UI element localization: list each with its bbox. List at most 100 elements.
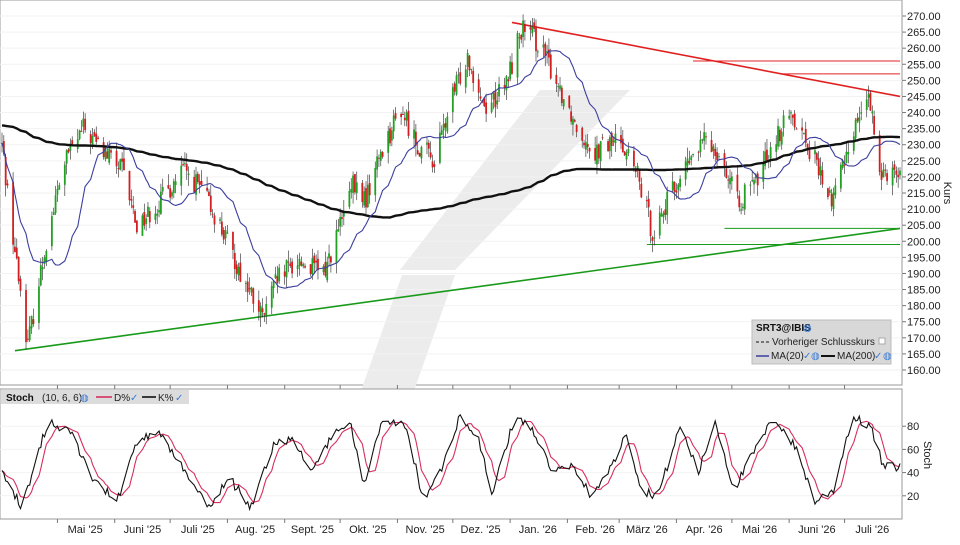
candle-body: [692, 153, 694, 155]
candle-body: [148, 211, 151, 223]
legend-ma200-check-icon[interactable]: ✓: [874, 351, 882, 362]
candle-body: [572, 118, 574, 125]
candle-body: [791, 114, 794, 118]
candle-body: [265, 303, 268, 316]
candle-body: [679, 178, 682, 187]
candle-body: [546, 51, 548, 53]
candle-body: [167, 185, 170, 189]
candle-body: [26, 338, 29, 340]
candle-body: [6, 183, 9, 186]
candle-body: [342, 210, 345, 217]
candle-body: [84, 118, 87, 131]
candle-body: [675, 190, 678, 193]
candle-body: [232, 231, 234, 250]
price-tick-label: 255.00: [907, 59, 941, 71]
stoch-tick-label: 40: [907, 468, 919, 480]
candle-body: [187, 173, 190, 175]
legend-ma200-settings-icon[interactable]: ◍: [883, 351, 892, 362]
candle-body: [623, 151, 626, 156]
candle-body: [573, 120, 576, 122]
candle-body: [311, 258, 314, 275]
candle-body: [453, 83, 456, 92]
candle-body: [407, 110, 410, 136]
candle-body: [529, 27, 532, 30]
candle-body: [607, 141, 609, 152]
legend-ma20-settings-icon[interactable]: ◍: [811, 351, 820, 362]
candle-body: [873, 116, 876, 135]
candle-body: [93, 132, 96, 137]
candle-body: [778, 129, 781, 142]
candle-body: [365, 188, 367, 208]
candle-body: [32, 319, 35, 325]
candle-body: [252, 288, 255, 304]
price-tick-label: 205.00: [907, 220, 941, 232]
candle-body: [509, 61, 512, 80]
candle-body: [110, 150, 112, 153]
candle-body: [287, 261, 290, 263]
price-tick-label: 235.00: [907, 124, 941, 136]
candle-body: [729, 177, 731, 185]
candle-body: [71, 140, 74, 145]
stoch-k-label: K%: [158, 393, 174, 404]
candle-body: [557, 86, 560, 88]
candle-body: [597, 144, 600, 159]
candle-body: [596, 144, 598, 165]
candle-body: [172, 181, 175, 193]
price-tick-label: 190.00: [907, 268, 941, 280]
candle-body: [703, 132, 706, 141]
candle-body: [621, 138, 624, 153]
candle-body: [39, 265, 42, 286]
candle-body: [620, 135, 622, 144]
candle-body: [414, 131, 417, 146]
candle-body: [117, 168, 120, 170]
candle-body: [701, 139, 704, 141]
candle-body: [381, 152, 384, 157]
candle-body: [498, 84, 500, 97]
candle-body: [740, 209, 742, 211]
candle-body: [555, 74, 558, 84]
candle-body: [433, 164, 436, 167]
candle-body: [209, 195, 212, 212]
candle-body: [41, 267, 44, 270]
candle-body: [562, 99, 565, 107]
legend-symbol-icon[interactable]: ◍: [803, 323, 812, 334]
candle-body: [804, 128, 807, 143]
legend-prevclose-checkbox[interactable]: [878, 337, 886, 345]
stoch-k-check-icon[interactable]: ✓: [175, 393, 183, 404]
candle-body: [108, 148, 111, 163]
stoch-settings-icon[interactable]: ◍: [80, 393, 89, 404]
price-tick-label: 240.00: [907, 108, 941, 120]
candle-body: [882, 169, 885, 178]
candle-body: [828, 190, 831, 194]
candle-body: [718, 156, 720, 158]
candle-body: [30, 315, 33, 329]
legend-ma20-check-icon[interactable]: ✓: [803, 351, 811, 362]
candle-body: [213, 215, 216, 225]
candle-body: [727, 179, 730, 181]
candle-body: [65, 150, 68, 164]
candle-body: [485, 102, 488, 114]
candle-body: [366, 184, 369, 208]
candle-body: [378, 157, 380, 159]
x-tick-label: Juli '26: [855, 524, 889, 536]
candle-body: [123, 158, 125, 171]
trendline-support: [14, 227, 901, 352]
candle-body: [511, 62, 513, 74]
candle-body: [147, 206, 149, 217]
candle-body: [845, 151, 848, 164]
candle-body: [524, 25, 526, 32]
candle-body: [651, 237, 654, 241]
candle-body: [208, 191, 210, 196]
stoch-d-check-icon[interactable]: ✓: [130, 393, 138, 404]
candle-body: [660, 214, 663, 217]
candle-body: [17, 256, 20, 282]
x-tick-label: Sept. '25: [291, 524, 334, 536]
candle-body: [12, 181, 14, 245]
candle-body: [536, 51, 539, 53]
candle-body: [743, 184, 746, 210]
candle-body: [884, 169, 887, 171]
candle-body: [239, 262, 242, 282]
candle-body: [505, 76, 508, 91]
candle-body: [869, 92, 872, 111]
candle-body: [309, 264, 312, 274]
